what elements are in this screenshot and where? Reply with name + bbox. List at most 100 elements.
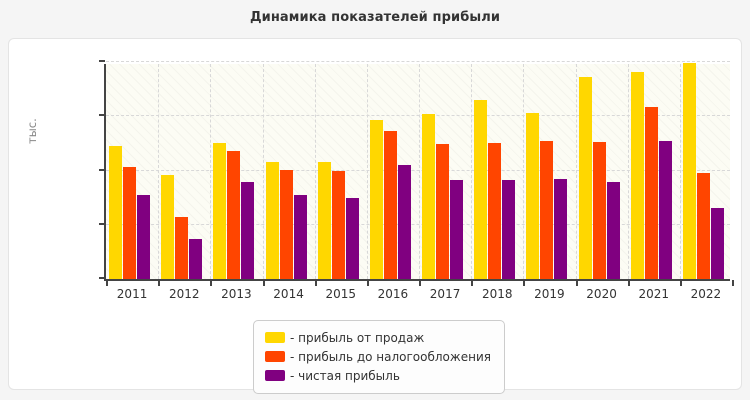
bar[interactable]	[502, 180, 516, 279]
bar[interactable]	[710, 208, 724, 279]
bar-group: 2014	[262, 64, 315, 301]
bar-group: 2017	[419, 64, 471, 301]
x-gridline	[366, 64, 368, 279]
legend-item[interactable]: - чистая прибыль	[265, 366, 491, 385]
bar[interactable]	[109, 146, 122, 279]
bar[interactable]	[331, 170, 345, 279]
x-tick-mark	[262, 280, 265, 286]
x-gridline	[575, 64, 577, 279]
bar[interactable]	[554, 179, 568, 279]
bar[interactable]	[630, 71, 644, 279]
x-tick-mark	[627, 280, 630, 286]
x-tick-label: 2020	[586, 287, 617, 301]
y-gridline	[106, 61, 730, 62]
bar[interactable]	[213, 143, 227, 279]
x-gridline	[210, 64, 212, 279]
x-tick-label: 2014	[273, 287, 304, 301]
bar[interactable]	[644, 107, 658, 279]
bar[interactable]	[345, 197, 359, 279]
bar[interactable]	[369, 119, 383, 279]
x-tick-mark	[106, 280, 108, 286]
bar[interactable]	[123, 166, 136, 279]
x-tick-label: 2013	[221, 287, 252, 301]
bar[interactable]	[422, 113, 435, 279]
x-tick-mark	[158, 280, 161, 286]
y-axis-title: тыс.	[25, 118, 39, 144]
bar[interactable]	[696, 172, 710, 279]
x-tick-mark	[575, 280, 578, 286]
x-gridline	[471, 64, 473, 279]
legend-label: - чистая прибыль	[290, 368, 400, 383]
y-tick-mark	[99, 168, 105, 171]
legend-label: - прибыль от продаж	[290, 330, 425, 345]
bar[interactable]	[578, 76, 592, 279]
x-tick-mark	[210, 280, 213, 286]
bar[interactable]	[682, 63, 696, 279]
y-gridline	[106, 169, 730, 171]
bar-group: 2012	[158, 64, 210, 301]
bar[interactable]	[658, 141, 672, 279]
x-gridline	[158, 64, 160, 279]
bar[interactable]	[189, 238, 203, 279]
legend-swatch-icon	[265, 351, 285, 362]
bar[interactable]	[279, 169, 293, 279]
x-tick-label: 2016	[377, 287, 409, 301]
bar[interactable]	[488, 143, 502, 279]
legend-item[interactable]: - прибыль от продаж	[265, 328, 491, 347]
x-gridline	[627, 64, 629, 279]
x-tick-mark	[314, 280, 317, 286]
legend-item[interactable]: - прибыль до налогообложения	[265, 347, 491, 366]
bar-group: 2020	[575, 64, 628, 301]
bar[interactable]	[592, 142, 606, 279]
x-tick-mark	[523, 280, 526, 286]
bar-group: 2011	[106, 64, 158, 301]
x-tick-mark	[679, 280, 682, 286]
x-tick-label: 2011	[116, 287, 148, 301]
bar[interactable]	[265, 162, 279, 279]
bar[interactable]	[227, 150, 241, 279]
chart-legend: - прибыль от продаж - прибыль до налогооб…	[253, 320, 505, 394]
y-tick-mark	[99, 277, 105, 279]
bar[interactable]	[383, 130, 397, 279]
x-gridline	[679, 64, 681, 279]
bar[interactable]	[436, 143, 449, 279]
x-tick-mark	[732, 280, 734, 286]
x-tick-mark	[471, 280, 474, 286]
x-gridline	[262, 64, 264, 279]
y-tick-mark	[99, 114, 105, 117]
x-tick-mark	[419, 280, 421, 286]
bar-group: 2019	[523, 64, 575, 301]
bar[interactable]	[606, 181, 620, 279]
x-tick-label: 2021	[638, 287, 669, 301]
x-tick-label: 2022	[690, 287, 722, 301]
bar[interactable]	[450, 180, 463, 279]
bar-group: 2018	[471, 64, 523, 301]
bar-group: 2022	[679, 63, 732, 301]
bar[interactable]	[241, 182, 255, 279]
bar[interactable]	[526, 112, 540, 279]
x-gridline	[523, 64, 525, 279]
y-gridline	[106, 115, 730, 117]
bar-group: 2013	[210, 64, 262, 301]
bar[interactable]	[397, 165, 411, 279]
legend-swatch-icon	[265, 332, 285, 343]
chart-title: Динамика показателей прибыли	[249, 10, 501, 25]
bar[interactable]	[317, 161, 331, 279]
bar-group: 2021	[627, 64, 680, 301]
x-tick-mark	[366, 280, 369, 286]
bar[interactable]	[474, 99, 488, 279]
bar[interactable]	[293, 195, 307, 279]
y-tick-mark	[99, 60, 105, 62]
x-tick-label: 2017	[429, 287, 461, 301]
x-gridline	[314, 64, 316, 279]
bar[interactable]	[137, 194, 150, 279]
legend-label: - прибыль до налогообложения	[290, 349, 491, 364]
y-tick-mark	[99, 222, 105, 225]
bar[interactable]	[161, 174, 175, 279]
bar[interactable]	[175, 217, 189, 279]
x-tick-label: 2012	[168, 287, 200, 301]
bar-group: 2016	[366, 64, 419, 301]
bar[interactable]	[540, 141, 554, 279]
y-gridline	[106, 223, 730, 225]
